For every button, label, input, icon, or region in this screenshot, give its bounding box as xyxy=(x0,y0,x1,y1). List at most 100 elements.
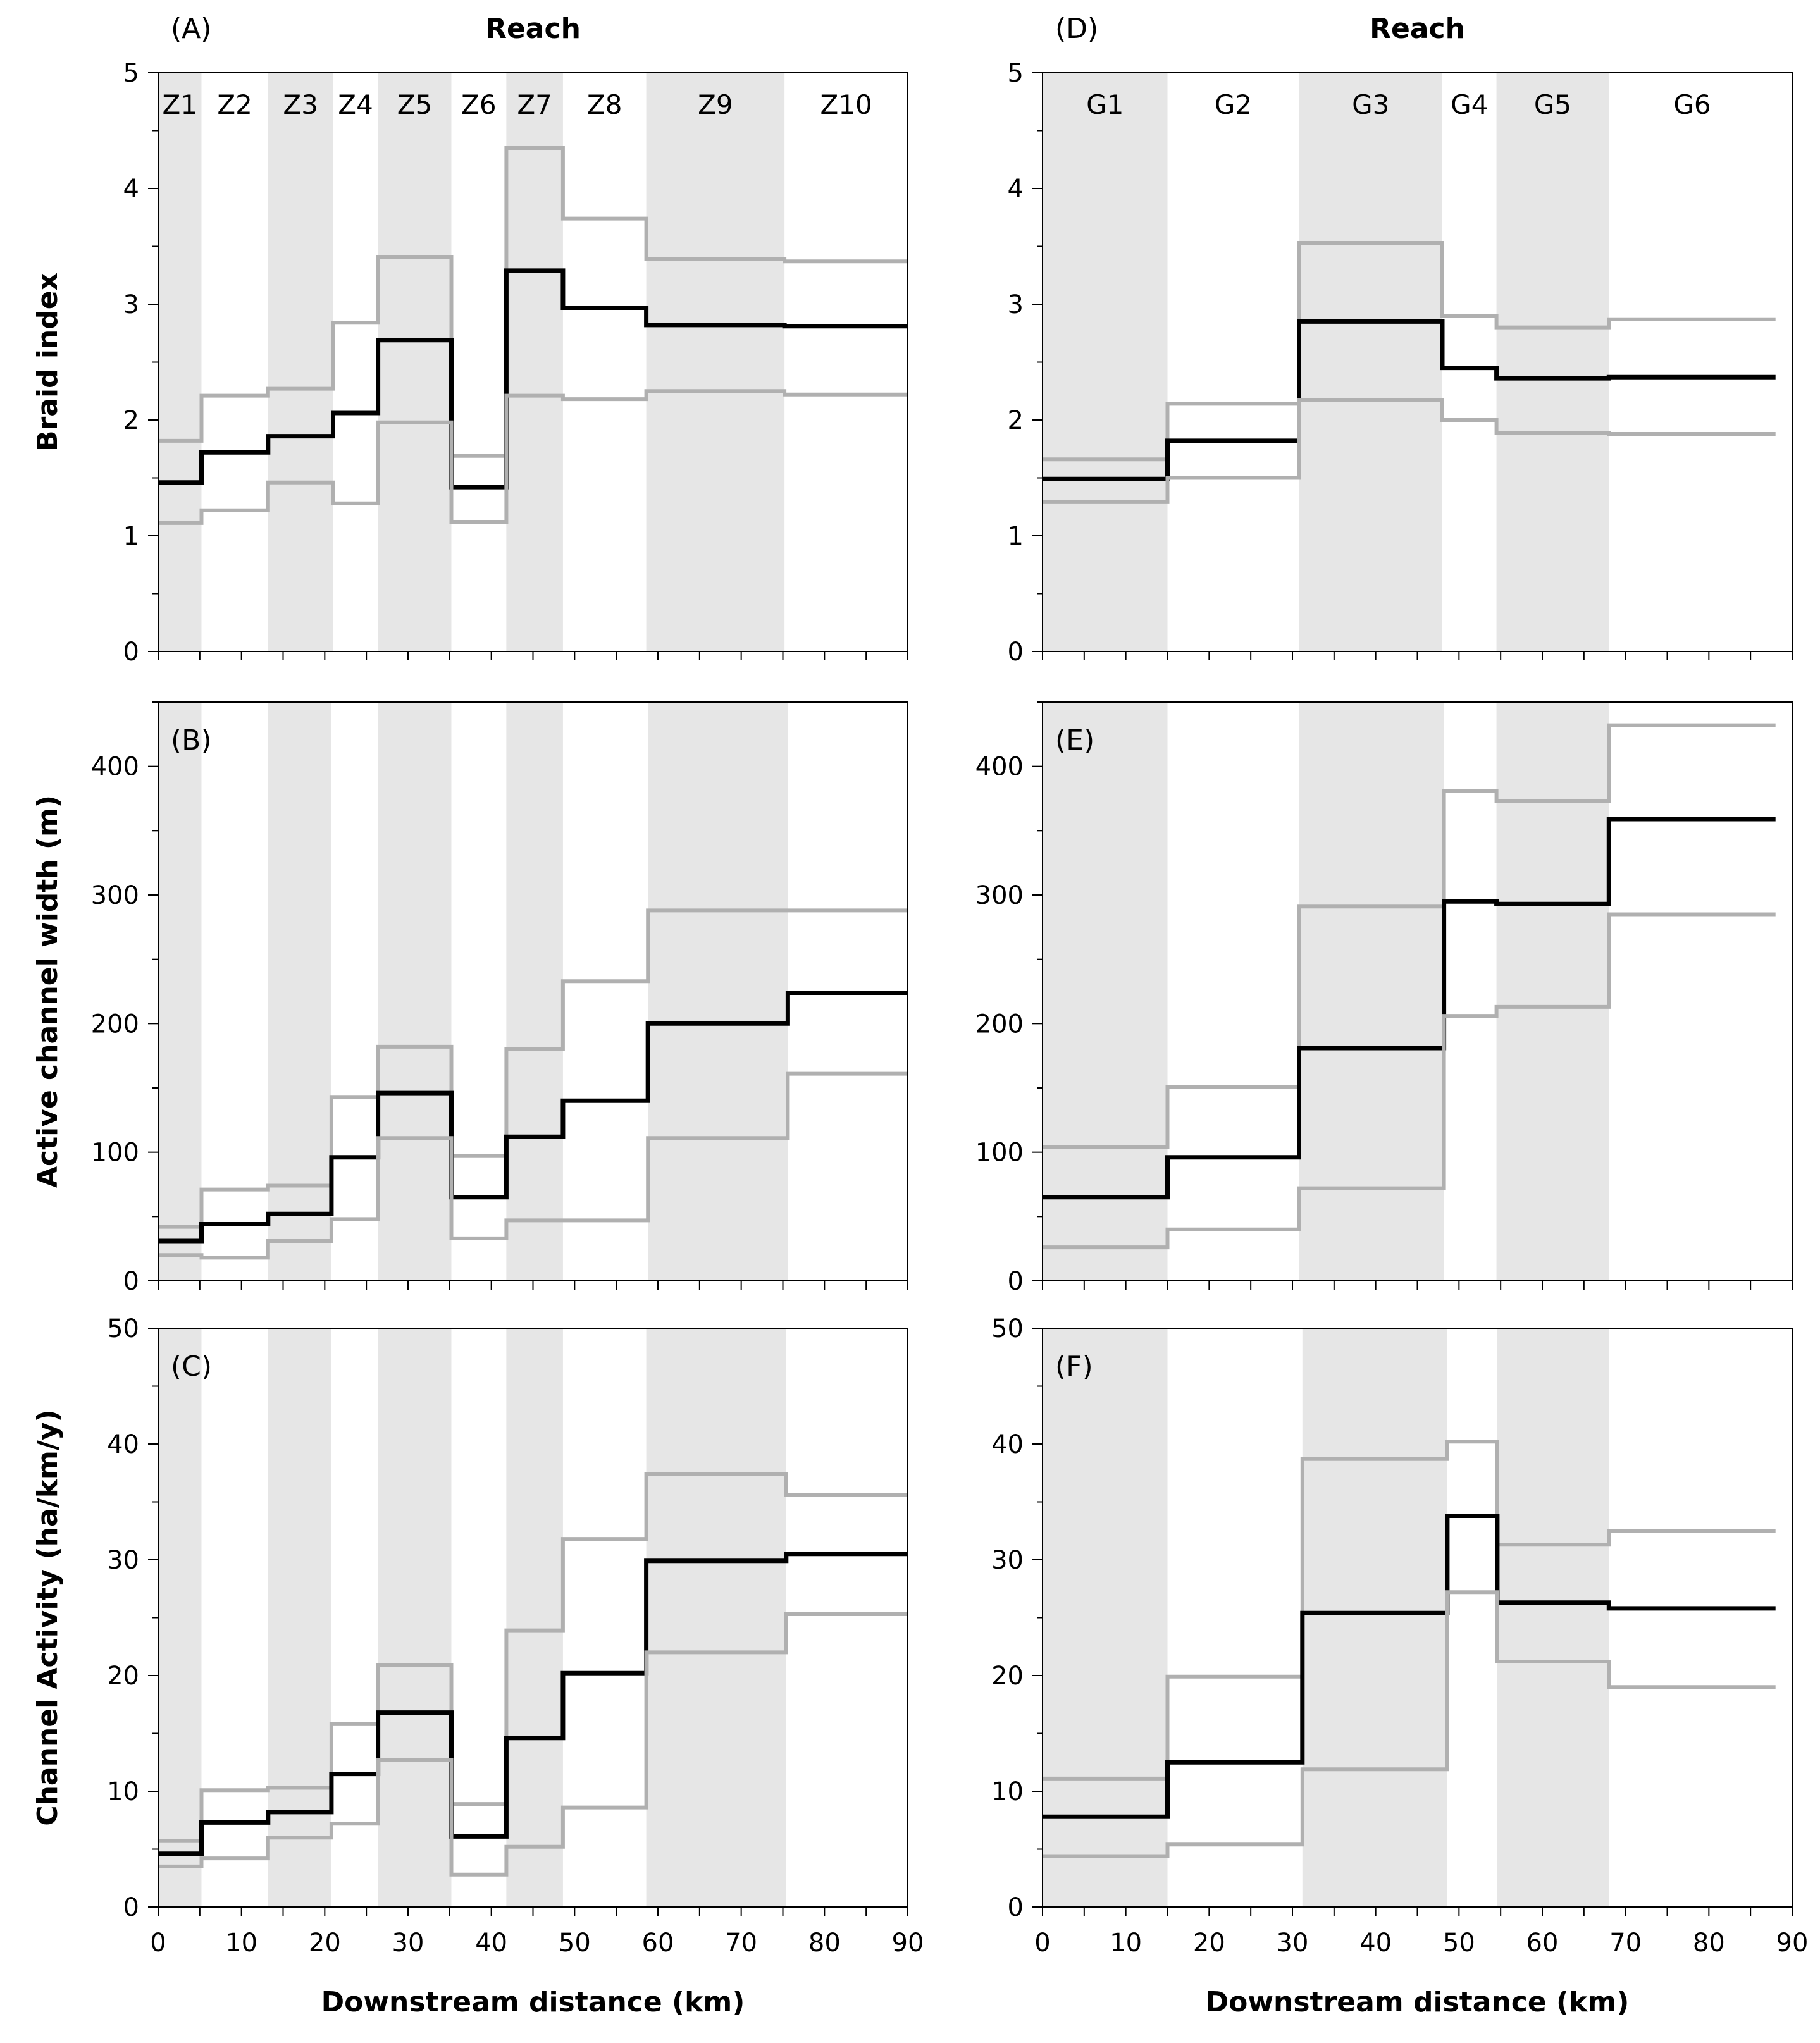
y-tick-label-f: 50 xyxy=(991,1314,1024,1343)
reach-label-z5: Z5 xyxy=(397,89,433,120)
reach-label-z9: Z9 xyxy=(698,89,733,120)
reach-label-z1: Z1 xyxy=(162,89,197,120)
x-tick-label-f: 90 xyxy=(1776,1929,1809,1958)
panel-label-c: (C) xyxy=(171,1350,212,1383)
reach-label-g2: G2 xyxy=(1215,89,1252,120)
reach-label-g3: G3 xyxy=(1352,89,1389,120)
series-upper-line-b xyxy=(158,908,908,1229)
reach-band-c-3 xyxy=(268,1328,331,1907)
reach-band-a-3 xyxy=(268,73,333,651)
series-lower-line-f xyxy=(1043,1590,1776,1858)
series-lower-line-e xyxy=(1043,912,1776,1250)
y-tick-label-a: 0 xyxy=(123,638,139,667)
y-tick-label-c: 40 xyxy=(107,1430,139,1459)
x-tick-label-f: 10 xyxy=(1110,1929,1142,1958)
y-axis-title-b: Active channel width (m) xyxy=(32,795,64,1188)
reach-label-g4: G4 xyxy=(1451,89,1488,120)
reach-band-e-3 xyxy=(1299,702,1444,1281)
reach-band-d-3 xyxy=(1299,73,1442,651)
y-tick-label-b: 100 xyxy=(91,1139,139,1168)
y-tick-label-a: 2 xyxy=(123,406,139,435)
x-tick-label-f: 0 xyxy=(1034,1929,1050,1958)
panel-f: 0 10 20 30 40 50 0 10 20 30 40 50 60 70 80 90 (F) Downstr… xyxy=(991,1314,1808,2018)
y-tick-label-f: 0 xyxy=(1008,1893,1024,1922)
y-tick-label-b: 300 xyxy=(91,881,139,910)
x-tick-label-c: 20 xyxy=(309,1929,341,1958)
x-tick-label-f: 60 xyxy=(1526,1929,1559,1958)
reach-band-b-5 xyxy=(378,702,452,1281)
reach-header-d: Reach xyxy=(1370,13,1465,45)
panel-d: 0 1 2 3 4 5 (D) Reach G1 G2 G3 G4 G5 G6 xyxy=(1008,13,1793,667)
x-tick-label-c: 50 xyxy=(559,1929,591,1958)
y-tick-label-f: 20 xyxy=(991,1662,1024,1691)
y-tick-label-d: 0 xyxy=(1008,638,1024,667)
series-mean-line-a xyxy=(158,268,908,490)
series-lower-line-a xyxy=(158,389,908,525)
reach-label-z4: Z4 xyxy=(338,89,373,120)
reach-label-z3: Z3 xyxy=(283,89,318,120)
y-tick-label-f: 30 xyxy=(991,1546,1024,1575)
series-lower-line-b xyxy=(158,1071,908,1260)
y-tick-label-c: 20 xyxy=(107,1662,139,1691)
x-tick-label-f: 20 xyxy=(1193,1929,1225,1958)
series-mean-line-e xyxy=(1043,817,1776,1200)
x-tick-label-c: 0 xyxy=(150,1929,166,1958)
x-axis-title-f: Downstream distance (km) xyxy=(1206,1986,1630,2018)
y-axis-title-a: Braid index xyxy=(32,273,64,452)
x-tick-label-c: 60 xyxy=(642,1929,674,1958)
series-upper-line-f xyxy=(1043,1440,1776,1781)
y-tick-label-a: 3 xyxy=(123,290,139,319)
series-lower-line-d xyxy=(1043,398,1776,504)
panel-b: 0 100 200 300 400 (B) Active channel width (m) xyxy=(32,701,908,1296)
reach-band-f-3 xyxy=(1302,1328,1447,1907)
reach-label-z7: Z7 xyxy=(517,89,552,120)
reach-label-g6: G6 xyxy=(1673,89,1711,120)
y-tick-label-a: 1 xyxy=(123,522,139,551)
y-tick-label-e: 400 xyxy=(975,753,1024,782)
x-tick-label-c: 40 xyxy=(475,1929,507,1958)
x-tick-label-c: 10 xyxy=(225,1929,257,1958)
reach-band-e-5 xyxy=(1496,702,1609,1281)
series-upper-line-d xyxy=(1043,241,1776,462)
series-mean-line-f xyxy=(1043,1514,1776,1819)
reach-band-c-1 xyxy=(158,1328,202,1907)
reach-label-z10: Z10 xyxy=(820,89,872,120)
y-tick-label-b: 400 xyxy=(91,753,139,782)
y-axis-title-c: Channel Activity (ha/km/y) xyxy=(32,1409,64,1825)
y-tick-label-e: 0 xyxy=(1008,1267,1024,1296)
y-tick-label-d: 4 xyxy=(1008,175,1024,204)
series-upper-line-e xyxy=(1043,723,1776,1149)
panel-c: 0 10 20 30 40 50 0 10 20 30 40 50 60 70 80 90 (C) Channel… xyxy=(32,1314,924,2018)
y-tick-label-f: 10 xyxy=(991,1777,1024,1806)
y-tick-label-e: 200 xyxy=(975,1009,1024,1039)
reach-band-a-7 xyxy=(506,73,563,651)
panel-label-a: (A) xyxy=(171,13,211,45)
y-tick-label-a: 5 xyxy=(123,59,139,88)
y-tick-label-a: 4 xyxy=(123,175,139,204)
reach-label-g1: G1 xyxy=(1086,89,1124,120)
panel-a: 0 1 2 3 4 5 (A) Reach Z1 Z2 Z3 Z4 Z5 Z6 Z7 Z8 Z9 Z10 Braid… xyxy=(32,13,908,667)
reach-band-c-5 xyxy=(378,1328,452,1907)
reach-band-c-9 xyxy=(646,1328,786,1907)
x-tick-label-f: 30 xyxy=(1277,1929,1309,1958)
y-tick-label-d: 2 xyxy=(1008,406,1024,435)
panel-label-b: (B) xyxy=(171,724,212,756)
panel-label-e: (E) xyxy=(1055,724,1094,756)
reach-band-e-1 xyxy=(1043,702,1168,1281)
panel-label-f: (F) xyxy=(1055,1350,1093,1383)
x-tick-label-c: 30 xyxy=(392,1929,424,1958)
y-tick-label-b: 0 xyxy=(123,1267,139,1296)
panel-label-d: (D) xyxy=(1055,13,1098,45)
y-tick-label-d: 3 xyxy=(1008,290,1024,319)
x-tick-label-c: 90 xyxy=(892,1929,924,1958)
x-axis-title-c: Downstream distance (km) xyxy=(321,1986,745,2018)
x-tick-label-c: 70 xyxy=(725,1929,757,1958)
x-tick-label-c: 80 xyxy=(808,1929,841,1958)
x-tick-label-f: 70 xyxy=(1609,1929,1642,1958)
y-tick-label-d: 5 xyxy=(1008,59,1024,88)
reach-label-z6: Z6 xyxy=(461,89,497,120)
x-tick-label-f: 80 xyxy=(1693,1929,1725,1958)
x-tick-label-f: 50 xyxy=(1443,1929,1475,1958)
reach-band-c-7 xyxy=(506,1328,563,1907)
